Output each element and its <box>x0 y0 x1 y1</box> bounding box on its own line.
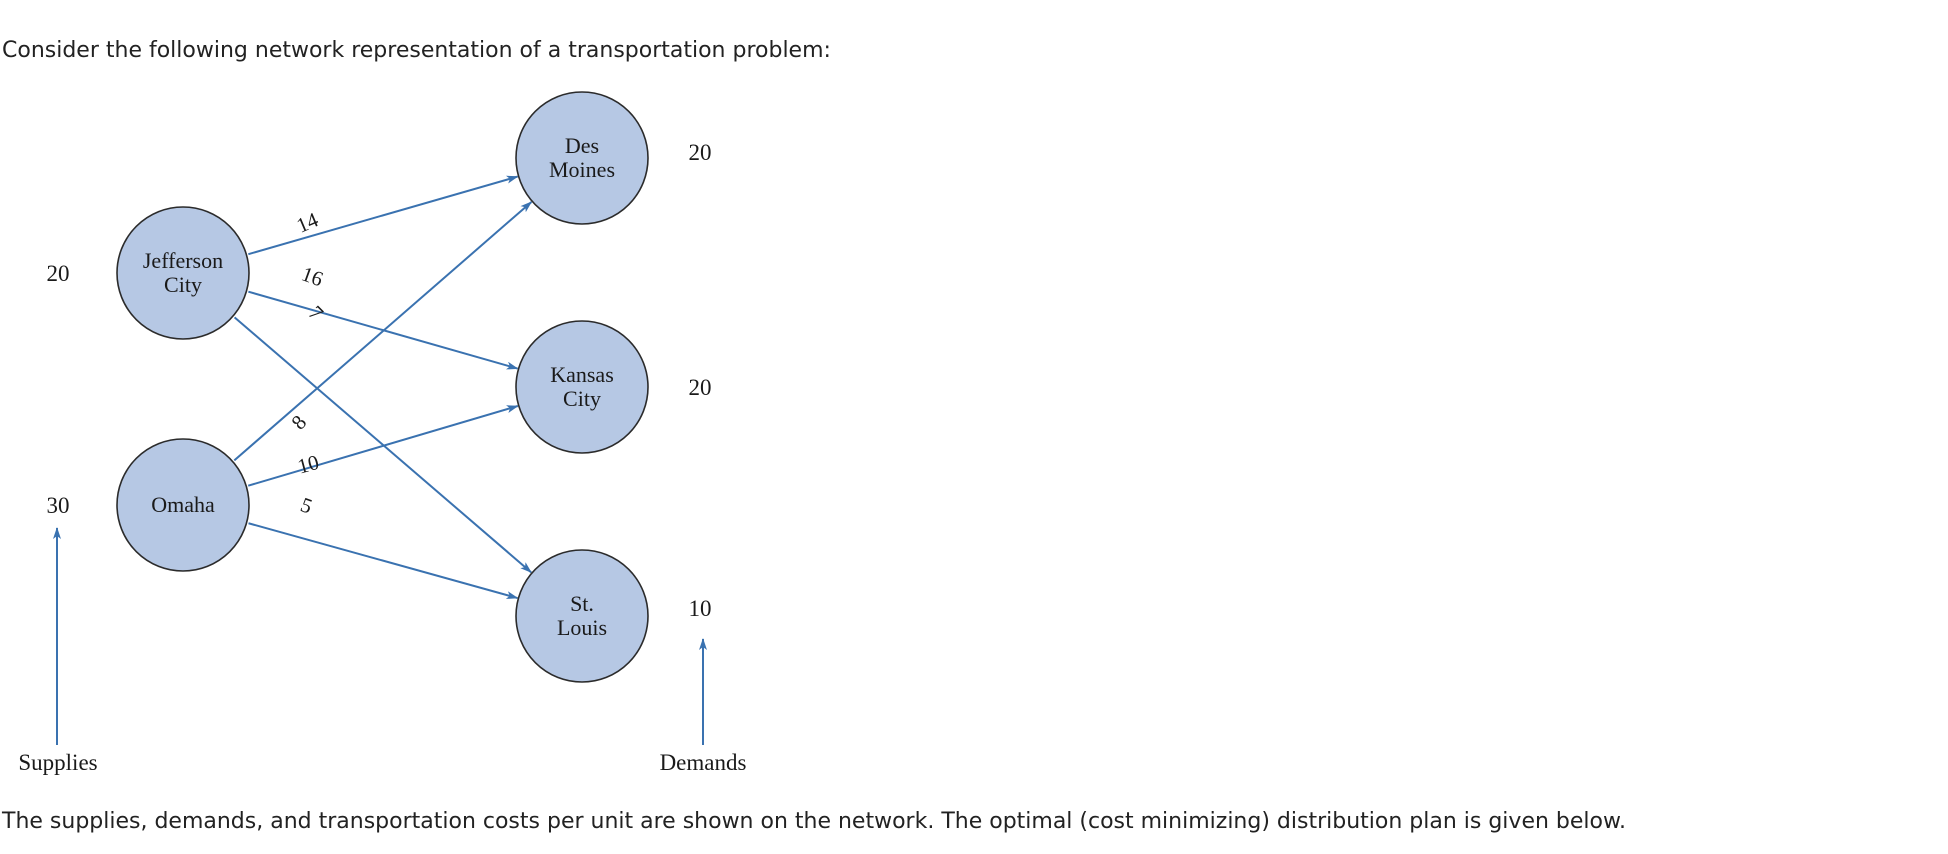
desmoines-node-label-line-1: Des <box>565 133 599 158</box>
jefferson-node <box>116 206 250 340</box>
cost-label-omaha-stlouis: 5 <box>297 492 315 518</box>
jefferson-supply-value: 20 <box>47 261 70 286</box>
intro-text: Consider the following network represent… <box>2 38 831 63</box>
jefferson-node-label-line-1: Jefferson <box>143 248 223 273</box>
cost-label-omaha-kansas: 10 <box>295 450 321 479</box>
kansas-node-label-line-2: City <box>563 386 601 411</box>
omaha-node-label-line-1: Omaha <box>151 492 215 517</box>
outro-text: The supplies, demands, and transportatio… <box>2 809 1626 834</box>
kansas-node <box>515 320 649 454</box>
supplies-label: Supplies <box>18 750 97 775</box>
kansas-demand-value: 20 <box>689 375 712 400</box>
stlouis-demand-value: 10 <box>689 596 712 621</box>
stlouis-node-label-line-2: Louis <box>557 615 607 640</box>
desmoines-node-label-line-2: Moines <box>549 157 615 182</box>
desmoines-demand-value: 20 <box>689 140 712 165</box>
kansas-node-label-line-1: Kansas <box>550 362 614 387</box>
nodes-layer <box>116 91 649 683</box>
jefferson-node-label-line-2: City <box>164 272 202 297</box>
stlouis-node-label-line-1: St. <box>570 591 594 616</box>
arc-jefferson-to-desmoines <box>248 175 519 256</box>
cost-label-omaha-desmoines: 8 <box>286 410 311 434</box>
cost-label-jefferson-kansas: 16 <box>298 262 326 292</box>
arc-omaha-to-kansas <box>247 405 519 487</box>
desmoines-node <box>515 91 649 225</box>
arc-jefferson-to-stlouis <box>233 316 532 574</box>
omaha-supply-value: 30 <box>47 493 70 518</box>
stlouis-node <box>515 549 649 683</box>
omaha-node <box>116 438 250 572</box>
arc-omaha-to-stlouis <box>248 522 519 600</box>
demands-label: Demands <box>660 750 747 775</box>
arcs-layer <box>233 175 533 600</box>
arc-omaha-to-desmoines <box>233 201 533 462</box>
cost-label-jefferson-desmoines: 14 <box>293 207 322 237</box>
